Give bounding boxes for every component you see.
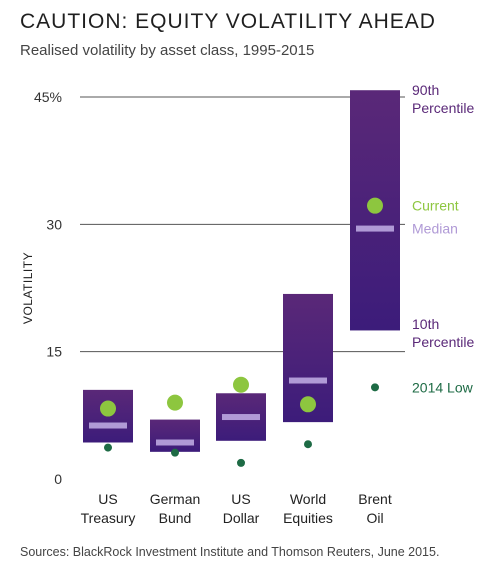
range-bar — [150, 419, 200, 452]
legend-10th-percentile: 10th — [412, 316, 439, 332]
x-category-label: German — [150, 491, 201, 507]
chart-subtitle: Realised volatility by asset class, 1995… — [20, 42, 315, 59]
range-bars — [83, 90, 400, 452]
y-tick-label: 0 — [54, 471, 62, 487]
x-category-label: US — [231, 491, 250, 507]
chart-title: CAUTION: EQUITY VOLATILITY AHEAD — [20, 10, 436, 33]
legend-10th-percentile: Percentile — [412, 334, 474, 350]
median-marker — [89, 422, 127, 429]
y-tick-label: 30 — [46, 216, 62, 232]
x-category-label: Treasury — [81, 510, 136, 526]
y-tick-label: 15 — [46, 344, 62, 360]
low-2014-marker — [371, 383, 379, 392]
current-marker — [233, 376, 249, 393]
x-category-label: Equities — [283, 510, 333, 526]
median-marker — [222, 414, 260, 421]
median-marker — [156, 439, 194, 446]
legend-2014-low: 2014 Low — [412, 379, 474, 395]
legend-current: Current — [412, 198, 459, 214]
x-category-label: Dollar — [223, 510, 260, 526]
current-marker — [367, 197, 383, 214]
current-marker — [100, 400, 116, 417]
median-marker — [356, 225, 394, 232]
axis-labels: 0 15 30 45% VOLATILITY US Treasury German Bund US… — [21, 89, 392, 526]
current-marker — [167, 394, 183, 411]
legend-90th-percentile: 90th — [412, 82, 439, 98]
x-category-label: Bund — [159, 510, 192, 526]
x-category-label: US — [98, 491, 117, 507]
y-tick-label: 45% — [34, 89, 62, 105]
legend-90th-percentile: Percentile — [412, 100, 474, 116]
x-category-label: Oil — [366, 510, 383, 526]
low-2014-marker — [104, 443, 112, 452]
low-2014-marker — [304, 440, 312, 449]
legend: 90th Percentile Current Median 10th Percentil… — [412, 82, 474, 395]
low-2014-marker — [171, 448, 179, 457]
source-note: Sources: BlackRock Investment Institute … — [20, 545, 440, 559]
x-category-label: Brent — [358, 491, 392, 507]
data-markers — [89, 197, 394, 467]
y-axis-label: VOLATILITY — [21, 252, 35, 324]
legend-median: Median — [412, 221, 458, 237]
median-marker — [289, 377, 327, 384]
current-marker — [300, 396, 316, 413]
x-category-label: World — [290, 491, 326, 507]
low-2014-marker — [237, 458, 245, 467]
